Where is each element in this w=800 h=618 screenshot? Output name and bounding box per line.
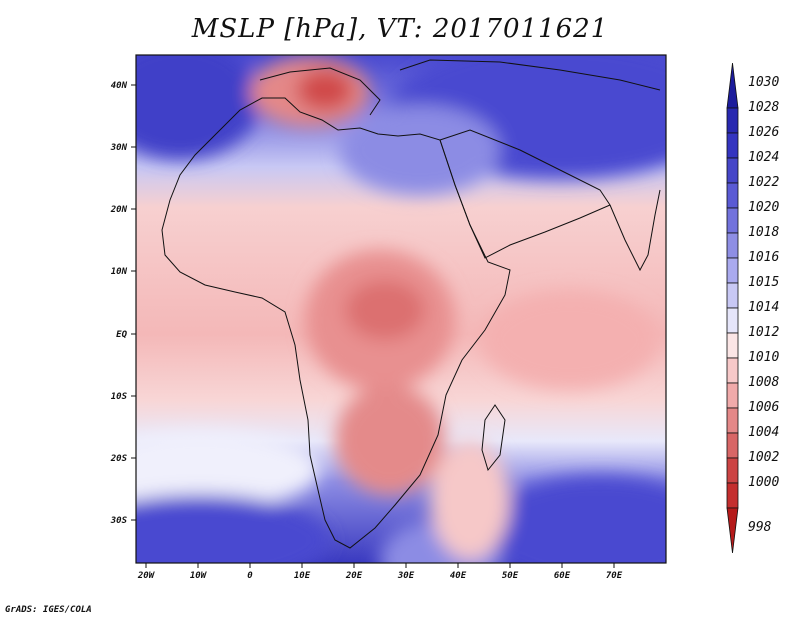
colorbar-segment — [726, 307, 739, 334]
lon-label: 60E — [554, 571, 571, 581]
lon-label: 70E — [606, 571, 623, 581]
colorbar-label: 1030 — [748, 75, 780, 90]
credit-text: GrADS: IGES/COLA — [5, 605, 92, 615]
lon-label: 40E — [450, 571, 467, 581]
colorbar-segment — [726, 432, 739, 459]
lon-label: 30E — [397, 571, 415, 581]
lon-label: 20W — [137, 571, 156, 581]
colorbar-segment — [726, 482, 739, 509]
colorbar-segment — [726, 357, 739, 384]
lat-label: 40N — [111, 81, 128, 91]
colorbar-segment — [726, 282, 739, 309]
colorbar-label: 1012 — [748, 325, 780, 340]
colorbar-segment — [726, 382, 739, 409]
lat-label: EQ — [116, 330, 127, 340]
colorbar-label: 1020 — [748, 200, 780, 215]
colorbar-label: 1016 — [748, 250, 780, 265]
colorbar-label: 1028 — [748, 100, 780, 115]
colorbar-label: 1004 — [748, 425, 780, 440]
lat-labels: 40N 30N 20N 10N EQ 10S 20S 30S — [110, 81, 128, 526]
colorbar-segment — [726, 182, 739, 209]
lon-label: 20E — [345, 571, 363, 581]
colorbar-label: 1008 — [748, 375, 780, 390]
lon-label: 0 — [247, 571, 253, 581]
colorbar-segment — [726, 132, 739, 159]
colorbar-segment — [726, 232, 739, 259]
colorbar-label: 1002 — [748, 450, 780, 465]
colorbar-label: 1006 — [748, 400, 780, 415]
colorbar-label: 1024 — [748, 150, 780, 165]
plot-frame — [135, 54, 667, 564]
colorbar — [726, 62, 739, 554]
colorbar-segment — [726, 457, 739, 484]
colorbar-label: 1014 — [748, 300, 780, 315]
colorbar-segment — [726, 407, 739, 434]
pressure-field — [136, 55, 666, 563]
map-title: MSLP [hPa], VT: 2017011621 — [191, 14, 609, 44]
lat-label: 20N — [110, 205, 128, 215]
colorbar-segment — [726, 332, 739, 359]
lat-label: 10S — [111, 392, 128, 402]
lat-label: 10N — [111, 267, 128, 277]
lat-label: 20S — [110, 454, 128, 464]
lon-label: 10E — [294, 571, 311, 581]
lon-labels: 20W 10W 0 10E 20E 30E 40E 50E 60E 70E — [137, 571, 623, 581]
lat-label: 30S — [110, 516, 128, 526]
axis-ticks — [131, 84, 615, 568]
colorbar-label: 1018 — [748, 225, 780, 240]
colorbar-segment — [726, 257, 739, 284]
colorbar-label: 998 — [748, 520, 772, 535]
lon-label: 10W — [190, 571, 208, 581]
colorbar-label: 1026 — [748, 125, 780, 140]
lat-label: 30N — [110, 143, 128, 153]
colorbar-label: 1022 — [748, 175, 780, 190]
colorbar-label: 1010 — [748, 350, 780, 365]
colorbar-label: 1015 — [748, 275, 780, 290]
colorbar-segment — [726, 107, 739, 134]
colorbar-segment — [726, 157, 739, 184]
lon-label: 50E — [502, 571, 519, 581]
coastlines — [161, 59, 661, 549]
colorbar-arrow-bottom — [726, 507, 739, 554]
colorbar-label: 1000 — [748, 475, 780, 490]
colorbar-arrow-top — [726, 62, 739, 109]
colorbar-segment — [726, 207, 739, 234]
